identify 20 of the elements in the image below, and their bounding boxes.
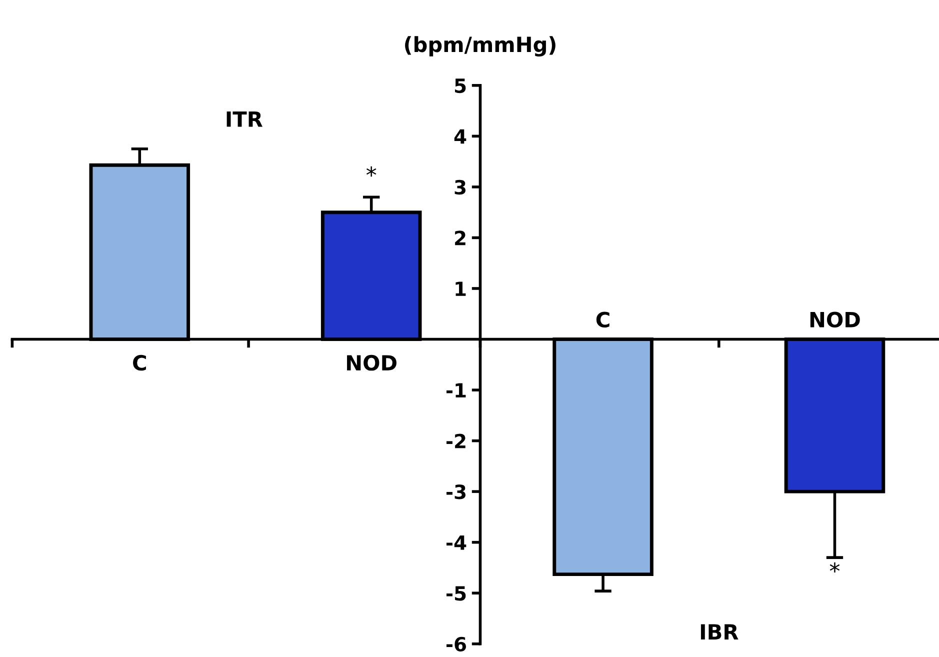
y-tick-label: 4 [454,129,466,144]
y-tick-label: 2 [455,230,466,246]
y-tick-label: -2 [446,434,466,448]
y-tick-label: -1 [446,383,466,398]
y-tick-label: 5 [455,78,466,94]
annotation: * [366,166,376,177]
y-tick-label: -5 [446,586,466,601]
y-axis-title: (bpm/mmHg) [405,36,556,56]
x-tick-label: C [133,354,146,371]
y-tick-label: 1 [456,282,466,296]
x-tick-label: NOD [810,312,860,328]
x-tick-label: C [596,312,610,328]
y-tick-label: -6 [446,636,466,652]
annotation: * [830,562,840,573]
y-tick-label: -3 [446,484,466,500]
x-tick-label: NOD [347,354,396,371]
annotation: IBR [700,624,738,640]
annotation: ITR [226,112,262,127]
y-tick-label: -4 [446,536,466,550]
y-tick-label: 3 [454,180,466,195]
